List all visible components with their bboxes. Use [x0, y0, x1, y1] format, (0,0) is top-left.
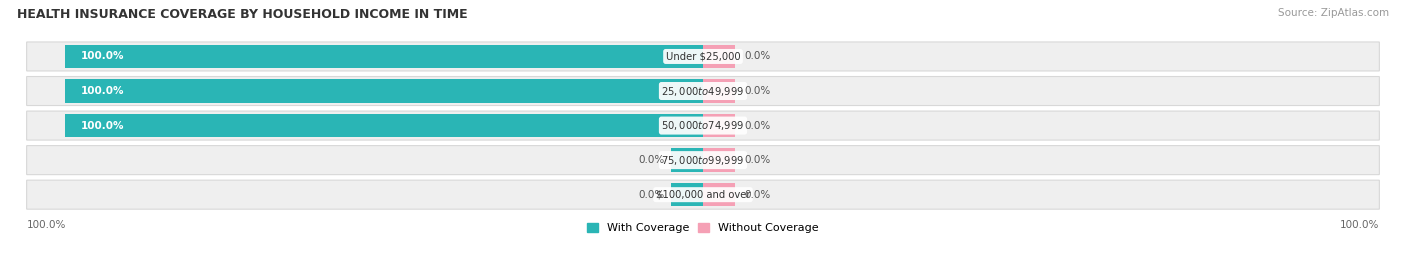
Bar — [671, 148, 703, 172]
Bar — [65, 79, 703, 103]
Text: 0.0%: 0.0% — [744, 121, 770, 130]
Text: Under $25,000: Under $25,000 — [665, 51, 741, 61]
Bar — [65, 45, 703, 68]
Text: 100.0%: 100.0% — [1340, 220, 1379, 229]
Bar — [703, 79, 735, 103]
Text: 0.0%: 0.0% — [638, 155, 665, 165]
Text: 0.0%: 0.0% — [744, 86, 770, 96]
Bar — [703, 45, 735, 68]
Text: 0.0%: 0.0% — [744, 155, 770, 165]
Text: 100.0%: 100.0% — [82, 86, 125, 96]
FancyBboxPatch shape — [27, 111, 1379, 140]
Text: $75,000 to $99,999: $75,000 to $99,999 — [661, 154, 745, 167]
Bar — [703, 114, 735, 137]
Text: 100.0%: 100.0% — [82, 121, 125, 130]
Text: $50,000 to $74,999: $50,000 to $74,999 — [661, 119, 745, 132]
Text: 100.0%: 100.0% — [82, 51, 125, 61]
Text: $100,000 and over: $100,000 and over — [655, 190, 751, 200]
Text: 100.0%: 100.0% — [27, 220, 66, 229]
FancyBboxPatch shape — [27, 180, 1379, 209]
Bar — [703, 183, 735, 206]
Text: Source: ZipAtlas.com: Source: ZipAtlas.com — [1278, 8, 1389, 18]
FancyBboxPatch shape — [27, 42, 1379, 71]
Bar — [703, 148, 735, 172]
FancyBboxPatch shape — [27, 76, 1379, 105]
Text: 0.0%: 0.0% — [744, 51, 770, 61]
Bar — [671, 183, 703, 206]
Bar — [65, 114, 703, 137]
Text: HEALTH INSURANCE COVERAGE BY HOUSEHOLD INCOME IN TIME: HEALTH INSURANCE COVERAGE BY HOUSEHOLD I… — [17, 8, 468, 21]
Text: 0.0%: 0.0% — [744, 190, 770, 200]
Legend: With Coverage, Without Coverage: With Coverage, Without Coverage — [582, 218, 824, 238]
FancyBboxPatch shape — [27, 146, 1379, 175]
Text: $25,000 to $49,999: $25,000 to $49,999 — [661, 84, 745, 98]
Text: 0.0%: 0.0% — [638, 190, 665, 200]
